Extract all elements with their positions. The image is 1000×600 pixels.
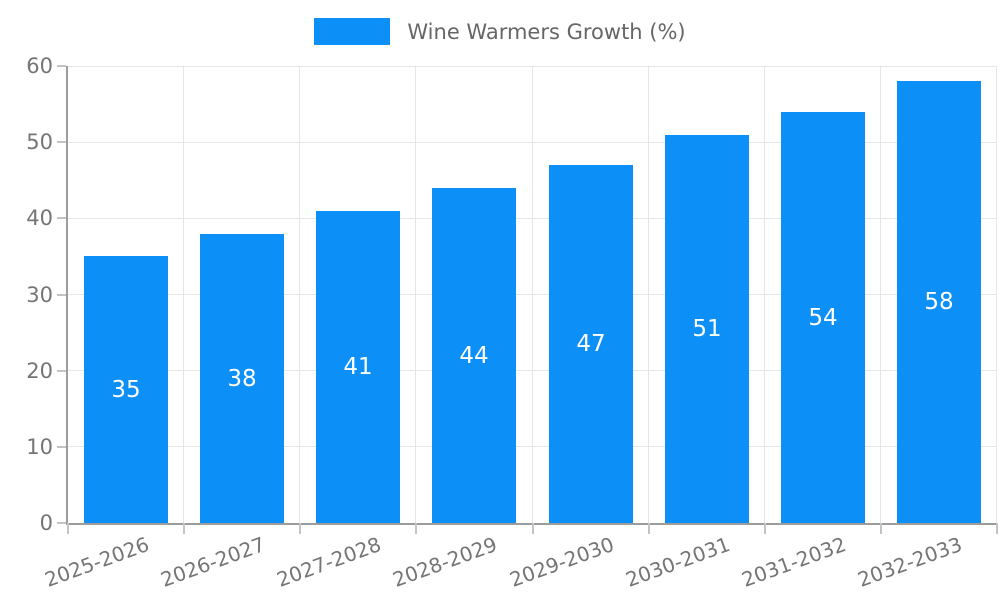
y-tick-mark — [57, 217, 66, 220]
bar-value-label: 35 — [111, 376, 141, 403]
x-tick-mark — [532, 523, 534, 534]
bar[interactable]: 41 — [316, 211, 400, 523]
bar-value-label: 54 — [808, 304, 838, 331]
x-tick-mark — [648, 523, 650, 534]
bar-value-label: 58 — [924, 289, 954, 315]
y-axis-tick-label: 0 — [39, 511, 53, 535]
y-tick-mark — [57, 65, 66, 67]
x-tick-mark — [299, 523, 301, 534]
bar[interactable]: 47 — [549, 165, 633, 523]
y-tick-mark — [57, 293, 66, 296]
y-axis-tick-label: 20 — [26, 358, 53, 383]
bar-value-label: 44 — [459, 342, 489, 369]
legend-label: Wine Warmers Growth (%) — [407, 19, 686, 44]
bar[interactable]: 44 — [432, 188, 516, 523]
x-gridline — [183, 66, 184, 523]
x-tick-mark — [415, 523, 417, 534]
x-gridline — [764, 66, 765, 523]
y-tick-mark — [57, 522, 66, 524]
y-tick-mark — [57, 445, 66, 448]
plot-area: 0 10 20 30 40 50 60 35 2025-2026 38 2026-2027 41 202… — [26, 54, 998, 592]
bar-value-label: 51 — [692, 316, 722, 342]
y-tick-mark — [57, 141, 66, 144]
x-tick-mark — [67, 523, 69, 534]
x-gridline — [415, 66, 416, 523]
bar-value-label: 38 — [227, 365, 257, 392]
x-gridline — [532, 66, 533, 523]
x-gridline — [299, 66, 300, 523]
bar[interactable]: 54 — [781, 112, 865, 523]
bar-value-label: 41 — [343, 354, 373, 380]
x-tick-mark — [764, 523, 766, 534]
x-tick-mark — [996, 523, 998, 534]
y-axis-tick-label: 60 — [26, 54, 53, 78]
y-tick-mark — [57, 369, 66, 372]
x-gridline — [880, 66, 881, 523]
bar-value-label: 47 — [576, 331, 606, 357]
legend-swatch-icon — [314, 18, 391, 45]
y-axis-tick-label: 30 — [26, 282, 53, 307]
y-axis-tick-label: 50 — [26, 130, 53, 155]
bar[interactable]: 51 — [665, 135, 749, 523]
y-axis-tick-label: 40 — [26, 206, 53, 231]
bar[interactable]: 58 — [897, 81, 981, 523]
y-axis-tick-label: 10 — [26, 434, 53, 459]
x-tick-mark — [880, 523, 882, 534]
x-gridline — [648, 66, 649, 523]
bar[interactable]: 35 — [84, 256, 168, 523]
legend[interactable]: Wine Warmers Growth (%) — [0, 18, 1000, 45]
x-gridline — [996, 66, 997, 523]
bar[interactable]: 38 — [200, 234, 284, 523]
x-tick-mark — [183, 523, 185, 534]
